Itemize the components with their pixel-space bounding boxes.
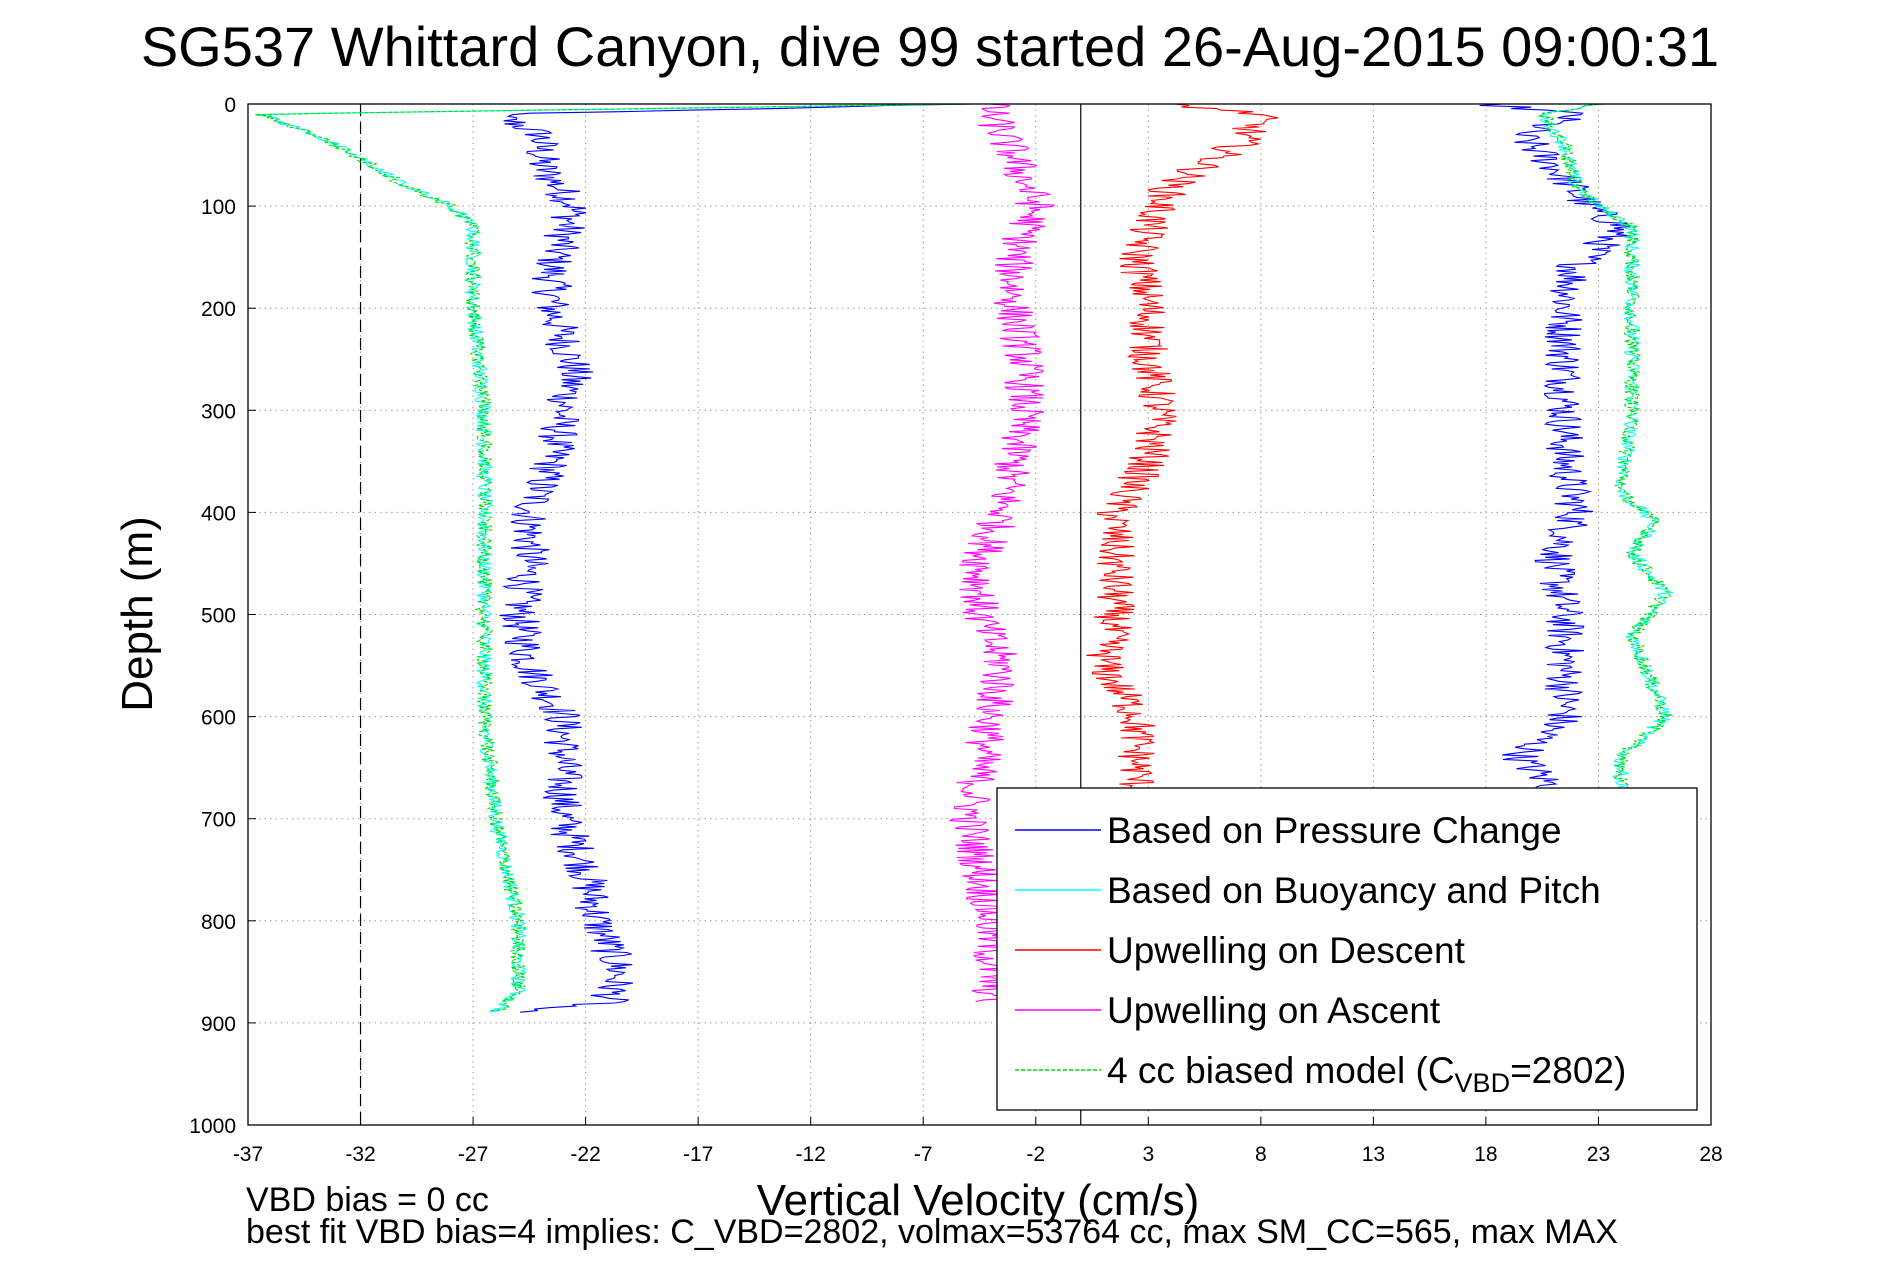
chart-title: SG537 Whittard Canyon, dive 99 started 2… xyxy=(141,15,1719,78)
x-tick-label: 3 xyxy=(1142,1143,1154,1166)
y-tick-label: 0 xyxy=(224,94,236,117)
x-tick-label: 13 xyxy=(1362,1143,1385,1166)
vbd-bias-note: VBD bias = 0 cc xyxy=(246,1181,489,1219)
x-tick-label: 18 xyxy=(1474,1143,1497,1166)
legend: Based on Pressure Change Based on Buoyanc… xyxy=(996,787,1698,1111)
x-axis-label: Vertical Velocity (cm/s) xyxy=(757,1176,1200,1225)
series-4-cc-biased-model-c-descent xyxy=(255,103,975,1013)
y-tick-label: 200 xyxy=(201,298,236,321)
y-tick-label: 900 xyxy=(201,1013,236,1036)
x-tick-label: 8 xyxy=(1255,1143,1267,1166)
series-based-on-pressure-change-descent xyxy=(499,103,975,1013)
legend-label: Based on Pressure Change xyxy=(1107,810,1562,851)
y-axis-label: Depth (m) xyxy=(113,516,162,712)
x-tick-label: -7 xyxy=(914,1143,933,1166)
legend-label: 4 cc biased model (CVBD=2802) xyxy=(1107,1050,1626,1098)
x-tick-label: -22 xyxy=(570,1143,600,1166)
x-tick-label: 28 xyxy=(1699,1143,1722,1166)
series-upwelling-on-descent-descent xyxy=(1086,103,1279,799)
y-tick-label: 700 xyxy=(201,809,236,832)
series-based-on-buoyancy-and-pitch-ascent xyxy=(1540,103,1675,799)
x-tick-label: 23 xyxy=(1587,1143,1610,1166)
x-tick-label: -17 xyxy=(683,1143,713,1166)
best-fit-note: best fit VBD bias=4 implies: C_VBD=2802,… xyxy=(246,1213,1618,1251)
x-tick-label: -32 xyxy=(345,1143,375,1166)
series-upwelling-on-ascent-ascent xyxy=(949,103,1056,1003)
legend-label: Based on Buoyancy and Pitch xyxy=(1107,870,1601,911)
legend-box xyxy=(996,787,1698,1111)
legend-label: Upwelling on Descent xyxy=(1107,930,1466,971)
y-tick-label: 800 xyxy=(201,911,236,934)
x-tick-label: -12 xyxy=(796,1143,826,1166)
data-series xyxy=(254,103,1675,1013)
series-based-on-pressure-change-ascent xyxy=(1479,103,1630,799)
y-tick-label: 600 xyxy=(201,707,236,730)
y-ticks: 0 100 200 300 400 500 600 700 800 900 1000 xyxy=(189,94,256,1138)
x-tick-label: -27 xyxy=(458,1143,488,1166)
x-tick-label: -2 xyxy=(1026,1143,1045,1166)
y-tick-label: 500 xyxy=(201,605,236,628)
y-tick-label: 100 xyxy=(201,196,236,219)
legend-label: Upwelling on Ascent xyxy=(1107,990,1441,1031)
y-tick-label: 300 xyxy=(201,400,236,423)
y-tick-label: 400 xyxy=(201,502,236,525)
x-ticks: -37 -32 -27 -22 -17 -12 -7 -2 3 8 13 18 23 28 xyxy=(233,1117,1723,1166)
series-based-on-buoyancy-and-pitch-descent xyxy=(254,103,968,1013)
series-4-cc-biased-model-c-ascent xyxy=(1538,103,1673,799)
x-tick-label: -37 xyxy=(233,1143,263,1166)
y-tick-label: 1000 xyxy=(189,1115,236,1138)
